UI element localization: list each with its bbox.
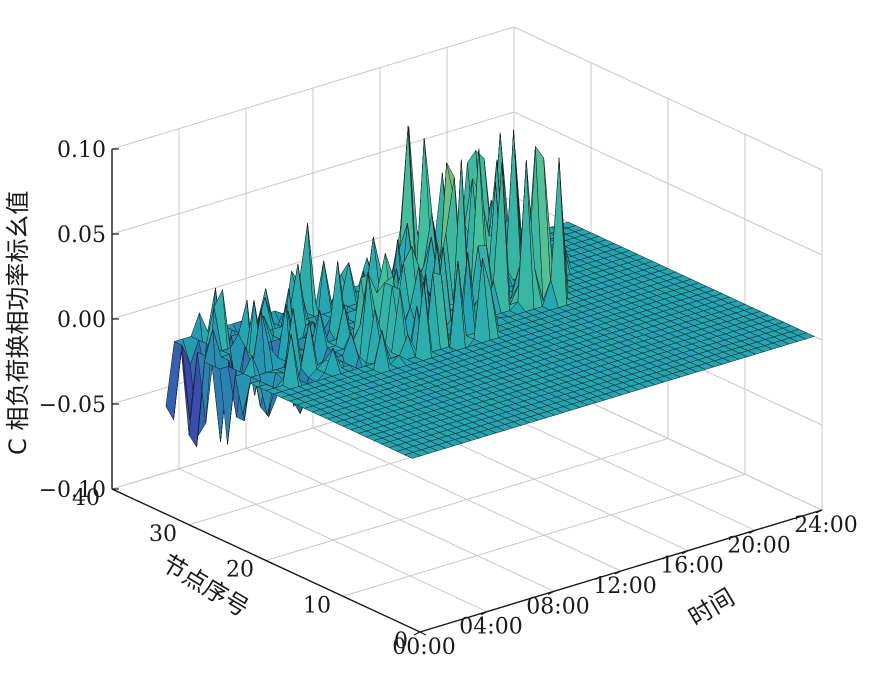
z-tick-label: 0.05	[57, 223, 106, 248]
y-tick-mark	[342, 595, 350, 600]
side-wall-grid-line	[513, 26, 823, 171]
x-tick-mark	[815, 509, 823, 514]
x-tick-label: 04:00	[459, 615, 522, 640]
x-tick-label: 00:00	[392, 635, 455, 660]
x-tick-label: 12:00	[593, 574, 656, 599]
x-tick-mark	[614, 570, 622, 575]
z-tick-label: −0.05	[39, 393, 106, 418]
y-tick-label: 20	[226, 558, 254, 583]
z-tick-label: −0.10	[39, 478, 106, 503]
z-tick-label: 0.10	[57, 138, 106, 163]
x-tick-label: 16:00	[660, 554, 723, 579]
surface-cell	[165, 341, 183, 421]
y-tick-label: 10	[303, 593, 331, 618]
y-tick-label: 40	[72, 486, 100, 511]
floor-grid-line	[265, 438, 669, 561]
surface-cell	[797, 332, 816, 340]
z-axis-label: C 相负荷换相功率标幺值	[4, 191, 32, 455]
x-tick-label: 24:00	[794, 513, 857, 538]
floor-grid-line	[342, 473, 746, 597]
y-tick-label: 30	[149, 522, 177, 547]
back-wall-grid-line	[111, 26, 515, 150]
y-tick-mark	[265, 559, 273, 565]
x-tick-label: 08:00	[526, 594, 589, 619]
x-tick-mark	[748, 529, 756, 534]
x-tick-mark	[413, 631, 421, 636]
y-tick-label: 0	[394, 629, 408, 654]
z-tick-label: 0.00	[57, 308, 106, 333]
x-tick-mark	[480, 611, 488, 616]
back-wall-grid-line	[111, 111, 515, 235]
axes	[111, 148, 823, 636]
x-tick-mark	[681, 550, 689, 555]
surface-mesh	[165, 125, 816, 459]
x-axis-label: 时间	[684, 583, 740, 632]
y-tick-mark	[419, 631, 427, 636]
side-wall-grid-line	[513, 111, 823, 256]
x-tick-mark	[547, 590, 555, 595]
x-tick-label: 20:00	[727, 533, 790, 558]
y-tick-mark	[188, 524, 196, 529]
